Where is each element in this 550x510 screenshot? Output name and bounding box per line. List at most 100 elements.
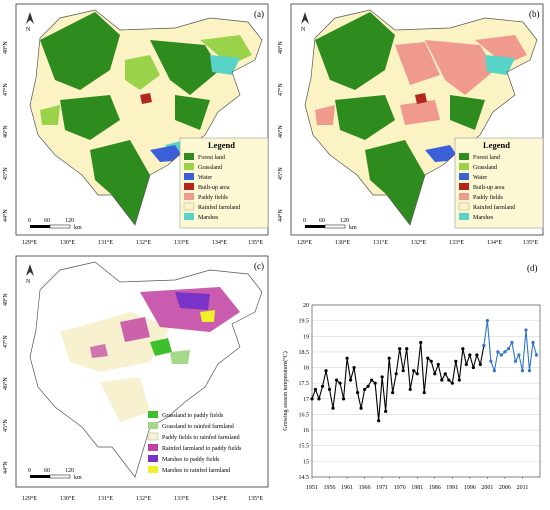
legend-item: Marshes to rainfed farmland	[148, 466, 230, 474]
data-point	[373, 381, 377, 385]
lat-ticks-b: 48°N 47°N 46°N 45°N 44°N	[277, 41, 284, 222]
data-point	[313, 387, 318, 392]
lat-tick: 48°N	[2, 293, 9, 306]
panel-label: (b)	[529, 9, 540, 19]
legend-item: Marshes	[184, 213, 219, 221]
data-point	[422, 390, 426, 395]
lon-tick: 135°E	[523, 239, 538, 246]
lon-tick: 129°E	[22, 239, 37, 246]
change-legend: Grassland to paddy fields Grassland to r…	[147, 411, 242, 474]
data-point	[527, 369, 532, 373]
data-point	[485, 319, 489, 323]
temperature-chart: (d) Growing season temperature(°C) 14.51…	[282, 263, 541, 491]
lat-tick: 47°N	[277, 83, 284, 96]
lat-tick: 46°N	[2, 125, 9, 138]
legend-item: Forest land	[459, 153, 500, 161]
north-arrow-icon: N	[26, 12, 34, 33]
legend-item: Water	[459, 173, 487, 181]
y-tick-label: 19	[303, 334, 309, 340]
data-point	[447, 378, 451, 382]
scalebar-tick: 0	[28, 218, 31, 224]
data-point	[433, 372, 437, 376]
scalebar-tick: 0	[28, 468, 31, 474]
x-tick-label: 1981	[411, 485, 423, 491]
data-point	[524, 328, 528, 332]
data-point	[450, 381, 454, 385]
x-tick-label: 1996	[464, 485, 476, 491]
y-tick-label: 17.5	[299, 381, 310, 387]
lat-ticks-a: 48°N 47°N 46°N 45°N 44°N	[2, 41, 9, 222]
svg-text:Paddy fields to rainfed farmla: Paddy fields to rainfed farmland	[162, 434, 240, 441]
svg-text:Rainfed farmland: Rainfed farmland	[198, 204, 240, 211]
lat-tick: 48°N	[2, 41, 9, 54]
data-point	[359, 406, 363, 410]
lon-tick: 130°E	[60, 239, 75, 246]
data-point	[320, 384, 325, 388]
svg-text:Marshes: Marshes	[198, 215, 219, 221]
legend-title: Legend	[208, 140, 235, 150]
lon-tick: 131°E	[373, 239, 388, 246]
lat-tick: 46°N	[277, 125, 284, 138]
data-point	[492, 369, 496, 373]
lon-tick: 135°E	[248, 239, 263, 246]
lon-tick: 131°E	[98, 239, 113, 246]
map-c-svg: N 48°N 47°N 46°N 45°N 44°N 129°E 130°E 1…	[2, 255, 269, 502]
data-point	[380, 375, 384, 379]
y-tick-label: 16.5	[299, 412, 310, 418]
x-tick-label: 1951	[306, 485, 318, 491]
lon-tick: 134°E	[212, 239, 227, 246]
panel-label: (d)	[527, 263, 538, 273]
y-tick-label: 15	[303, 459, 309, 465]
data-point	[310, 397, 314, 401]
data-point	[324, 369, 328, 373]
data-point	[387, 356, 391, 360]
data-point	[419, 340, 423, 345]
data-point	[457, 378, 461, 382]
y-tick-label: 15.5	[299, 444, 310, 450]
scalebar-tick: 0	[303, 218, 306, 224]
legend-item: Rainfed farmland	[458, 202, 515, 211]
data-point	[401, 369, 405, 373]
lon-tick: 132°E	[136, 495, 151, 502]
y-tick-label: 18.5	[299, 350, 310, 356]
svg-text:Paddy fields: Paddy fields	[198, 194, 228, 201]
chart-panel-d: (d) Growing season temperature(°C) 14.5 1…	[275, 252, 550, 510]
svg-text:Marshes to rainfed farmland: Marshes to rainfed farmland	[162, 467, 230, 474]
lon-tick: 133°E	[174, 495, 189, 502]
map-panel-a: N 48°N 47°N 46°N 45°N 44°N 129°E 130°E 1…	[0, 0, 275, 250]
data-point	[520, 369, 525, 373]
y-tick-label: 14.5	[299, 475, 310, 481]
data-point	[461, 347, 465, 351]
scalebar: 0 60 120 km	[303, 218, 357, 231]
data-point	[338, 381, 342, 385]
lon-tick: 135°E	[248, 495, 263, 502]
data-point	[317, 397, 321, 401]
svg-text:N: N	[301, 27, 306, 33]
data-point	[503, 350, 507, 354]
lon-tick: 130°E	[60, 495, 75, 502]
data-point	[436, 362, 440, 367]
data-point	[468, 353, 472, 357]
lon-tick: 134°E	[487, 239, 502, 246]
y-tick-label: 19.5	[299, 319, 310, 325]
x-tick-label: 1991	[446, 485, 458, 491]
svg-text:Paddy fields: Paddy fields	[473, 194, 503, 201]
map-a-svg: N 48°N 47°N 46°N 45°N 44°N 129°E 130°E 1…	[2, 3, 269, 246]
data-point	[482, 344, 486, 348]
lon-ticks-a: 129°E 130°E 131°E 132°E 133°E 134°E 135°…	[22, 239, 263, 246]
legend-item: Grassland to paddy fields	[148, 411, 224, 419]
data-point	[384, 409, 388, 413]
data-point	[440, 378, 444, 382]
data-point	[443, 372, 447, 376]
data-point	[348, 378, 353, 382]
data-point	[331, 406, 335, 410]
data-point	[398, 347, 402, 351]
legend-item: Paddy fields	[184, 193, 228, 201]
legend-title: Legend	[483, 140, 510, 150]
svg-text:Water: Water	[198, 175, 212, 181]
plot-frame	[311, 304, 541, 478]
data-point	[341, 397, 346, 401]
lon-ticks-b: 129°E 130°E 131°E 132°E 133°E 134°E 135°…	[297, 239, 538, 246]
data-point	[506, 347, 511, 351]
lon-tick: 133°E	[449, 239, 464, 246]
